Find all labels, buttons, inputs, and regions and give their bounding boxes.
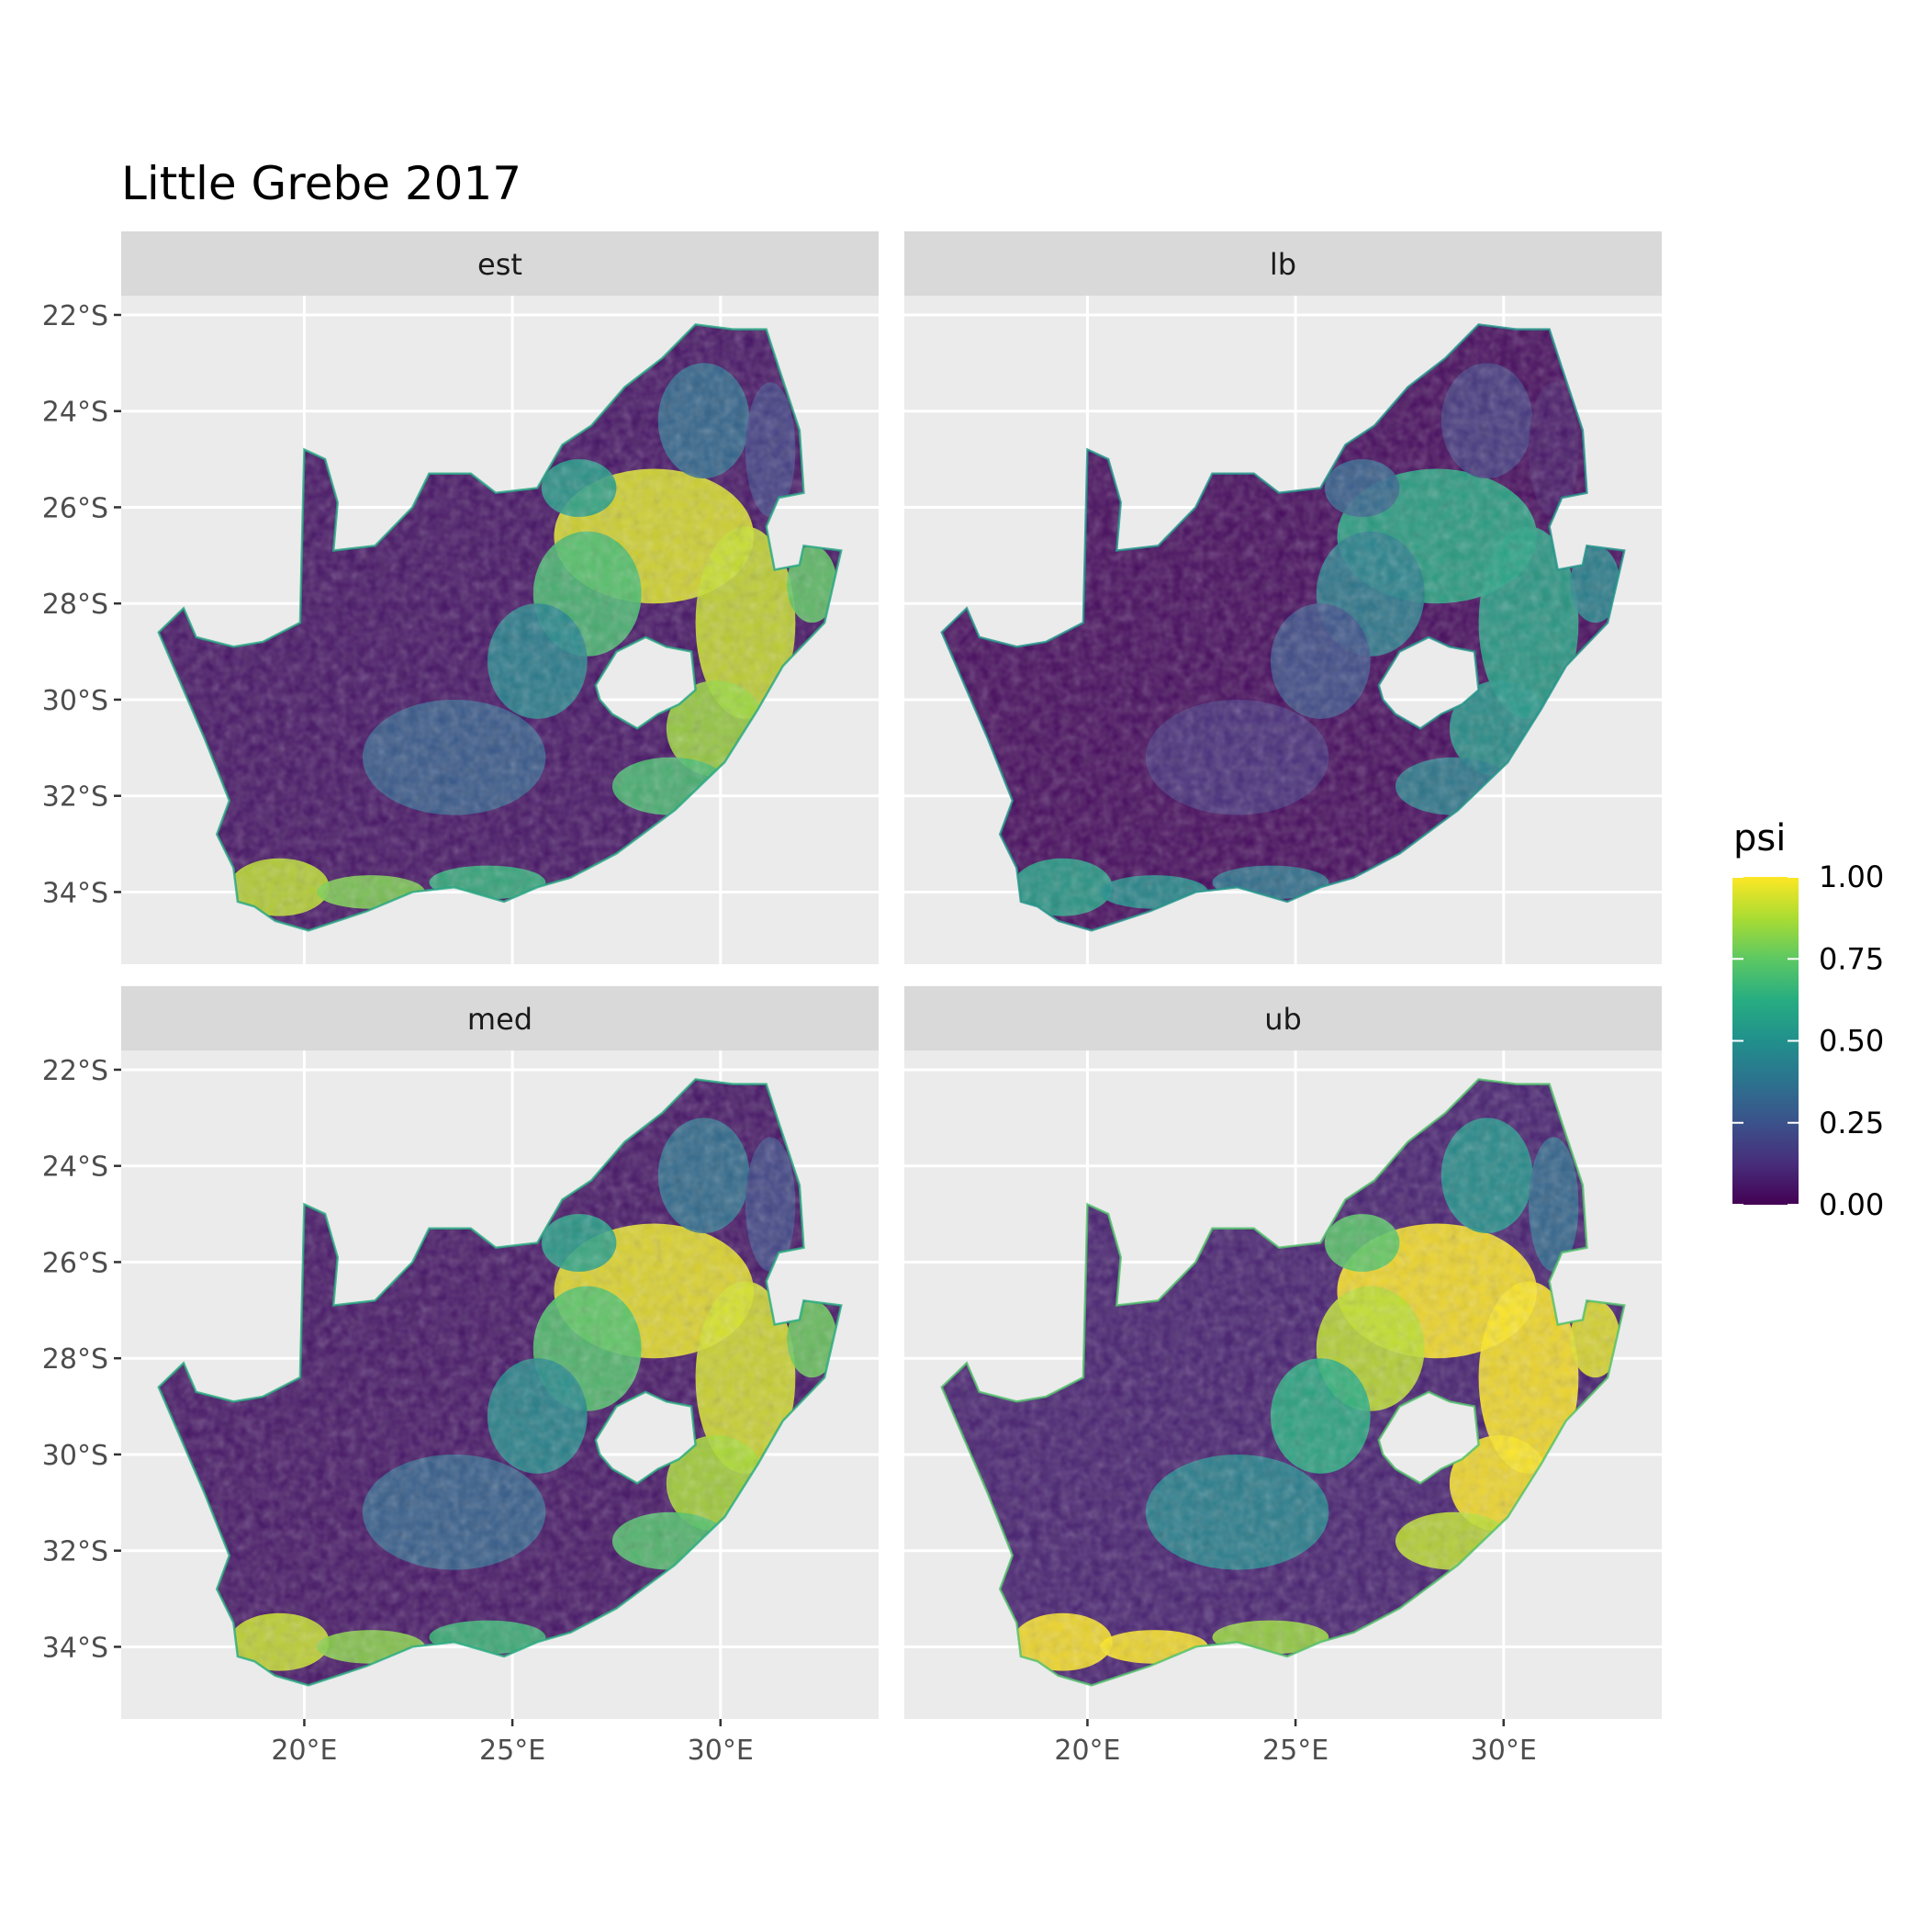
coastline [157,323,843,932]
coastline [157,1078,843,1687]
y-tick-label: 24°S [42,1151,108,1184]
coastline [940,1078,1626,1687]
facet-strip-label: med [467,1002,532,1037]
y-tick-label: 28°S [42,1343,108,1376]
y-tick-label: 24°S [42,397,108,429]
y-tick-label: 30°S [42,1440,108,1472]
legend: psi 1.00 0.75 0.50 0.25 0.00 [1732,817,1884,1222]
facet-strip [121,231,879,296]
x-tick-label: 25°E [1262,1735,1328,1767]
facet-strip [121,986,879,1050]
legend-ticks: 1.00 0.75 0.50 0.25 0.00 [1732,859,1884,1222]
y-tick-label: 32°S [42,1536,108,1568]
y-axis: 22°S 24°S 26°S 28°S 30°S 32°S 34°S [42,300,121,909]
y-tick-label: 34°S [42,1632,108,1664]
facet-strip [904,986,1662,1050]
legend-tick-label: 0.25 [1819,1106,1884,1140]
x-tick-label: 25°E [479,1735,545,1767]
y-tick-label: 30°S [42,685,108,717]
legend-title: psi [1733,817,1786,859]
facet-panel-med: med 22°S 24°S 26°S 28°S 30°S 32°S 34°S 20°E 25°E 3… [42,986,879,1767]
legend-tick-label: 0.75 [1819,941,1884,976]
y-tick-label: 34°S [42,877,108,909]
facet-strip-label: est [477,247,522,282]
x-axis: 20°E 25°E 30°E [271,1719,754,1767]
legend-tick-label: 1.00 [1819,859,1884,894]
x-tick-label: 30°E [688,1735,754,1767]
x-tick-label: 20°E [1054,1735,1120,1767]
plot-title: Little Grebe 2017 [121,157,521,210]
facet-panel-ub: ub 20°E 25°E 30°E [904,986,1662,1767]
facet-panel-est: est 22°S 24°S 26°S 28°S 30°S 32°S 34°S [42,231,879,964]
facet-panels: est 22°S 24°S 26°S 28°S 30°S 32°S 34°S lb med 22°S… [42,231,1662,1767]
y-tick-label: 26°S [42,492,108,524]
y-tick-label: 22°S [42,1055,108,1087]
legend-tick-label: 0.50 [1819,1024,1884,1059]
y-tick-label: 28°S [42,589,108,621]
facet-strip [904,231,1662,296]
facet-panel-lb: lb [904,231,1662,964]
facet-strip-label: ub [1264,1002,1302,1037]
facet-strip-label: lb [1270,247,1296,282]
x-tick-label: 20°E [271,1735,337,1767]
x-tick-label: 30°E [1471,1735,1537,1767]
x-axis: 20°E 25°E 30°E [1054,1719,1537,1767]
legend-tick-label: 0.00 [1819,1187,1884,1222]
y-axis: 22°S 24°S 26°S 28°S 30°S 32°S 34°S [42,1055,121,1664]
y-tick-label: 22°S [42,300,108,332]
coastline [940,323,1626,932]
y-tick-label: 26°S [42,1247,108,1279]
y-tick-label: 32°S [42,781,108,814]
